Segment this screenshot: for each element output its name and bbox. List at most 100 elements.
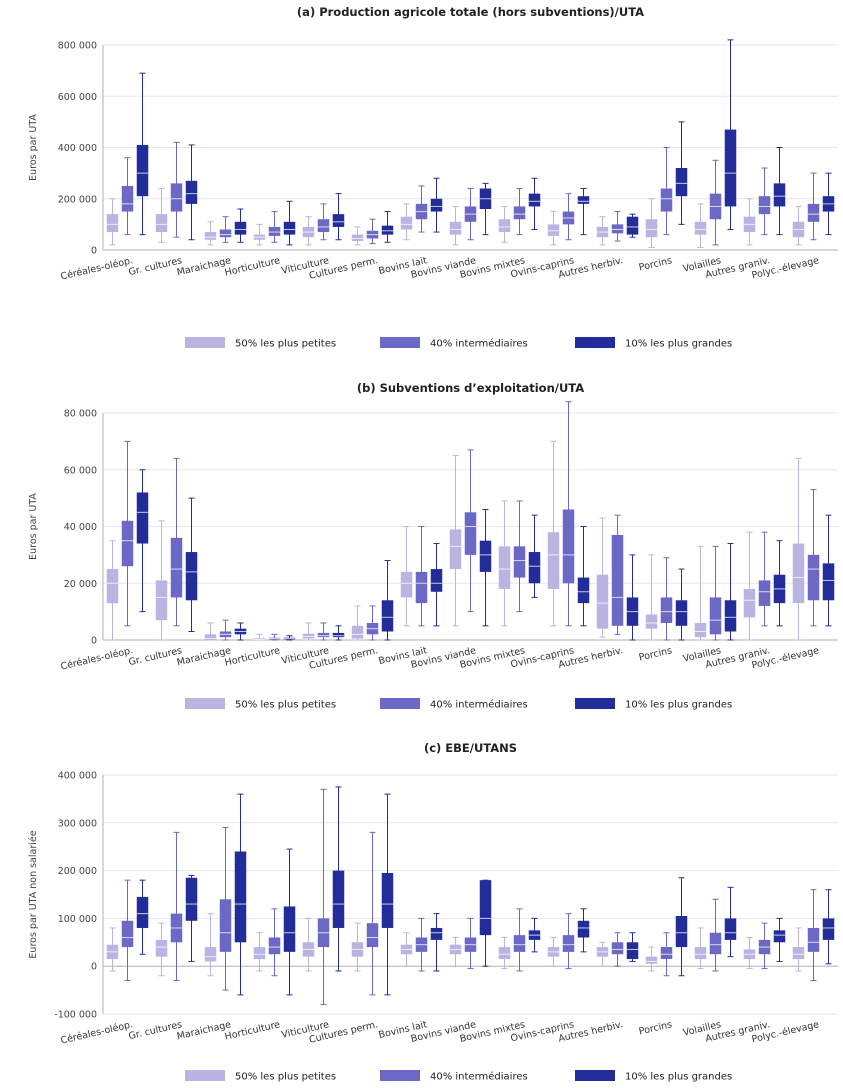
- box-large: [675, 877, 688, 977]
- box-small: [498, 205, 511, 243]
- box-iqr: [170, 537, 183, 598]
- box-large: [234, 208, 247, 243]
- legend-label: 50% les plus petites: [235, 1072, 336, 1083]
- box-iqr: [577, 920, 590, 938]
- legend-label: 40% intermédiaires: [430, 338, 528, 350]
- box-small: [743, 198, 756, 246]
- x-tick-label: Gr. cultures: [128, 255, 184, 278]
- box-iqr: [415, 571, 428, 604]
- box-iqr: [121, 185, 134, 212]
- box-mid: [268, 211, 281, 243]
- box-mid: [268, 908, 281, 977]
- box-large: [626, 213, 639, 238]
- box-iqr: [332, 632, 345, 638]
- legend: 50% les plus petites 40% intermédiaires 10…: [185, 698, 732, 711]
- box-iqr: [758, 196, 771, 215]
- legend-item-large: 10% les plus grandes: [575, 337, 732, 350]
- legend-label: 40% intermédiaires: [430, 1071, 528, 1083]
- legend-swatch: [380, 698, 420, 709]
- box-iqr: [332, 870, 345, 928]
- box-iqr: [758, 580, 771, 606]
- box-mid: [807, 889, 820, 982]
- box-iqr: [773, 183, 786, 207]
- box-iqr: [743, 588, 756, 618]
- legend-label: 10% les plus grandes: [625, 339, 732, 350]
- y-tick-label: 0: [91, 962, 97, 973]
- box-small: [547, 211, 560, 246]
- box-iqr: [773, 930, 786, 943]
- box-iqr: [660, 188, 673, 212]
- box-iqr: [185, 552, 198, 601]
- box-iqr: [268, 226, 281, 236]
- box-small: [694, 203, 707, 248]
- box-small: [400, 526, 413, 627]
- box-iqr: [381, 872, 394, 928]
- box-large: [773, 540, 786, 627]
- box-large: [136, 879, 149, 955]
- box-large: [234, 793, 247, 996]
- box-iqr: [645, 219, 658, 238]
- x-tick-label: Céréales-oléop.: [60, 1019, 135, 1046]
- legend-label: 10% les plus grandes: [625, 700, 732, 711]
- box-small: [498, 500, 511, 627]
- box-iqr: [724, 600, 737, 632]
- box-large: [479, 182, 492, 236]
- box-mid: [464, 917, 477, 970]
- box-iqr: [136, 144, 149, 197]
- y-tick-label: 80 000: [64, 409, 97, 420]
- box-large: [724, 543, 737, 641]
- box-mid: [611, 932, 624, 967]
- box-iqr: [136, 896, 149, 928]
- box-small: [596, 941, 609, 967]
- box-small: [449, 455, 462, 627]
- y-tick-label: 400 000: [58, 771, 97, 782]
- legend-item-mid: 40% intermédiaires: [380, 698, 528, 711]
- box-small: [155, 188, 168, 243]
- y-tick-label: 800 000: [58, 41, 97, 52]
- x-tick-label: Porcins: [638, 645, 673, 663]
- box-mid: [170, 141, 183, 238]
- box-large: [822, 889, 835, 965]
- box-iqr: [513, 935, 526, 952]
- box-iqr: [204, 947, 217, 962]
- x-tick-label: Horticulture: [224, 1019, 282, 1042]
- box-iqr: [106, 214, 119, 233]
- box-iqr: [351, 234, 364, 242]
- box-mid: [268, 633, 281, 641]
- box-mid: [660, 932, 673, 977]
- box-mid: [219, 619, 232, 641]
- box-small: [400, 932, 413, 967]
- box-mid: [513, 500, 526, 613]
- box-large: [528, 177, 541, 230]
- box-iqr: [724, 918, 737, 940]
- box-large: [577, 908, 590, 953]
- box-small: [596, 517, 609, 638]
- box-mid: [415, 526, 428, 627]
- box-small: [351, 605, 364, 641]
- box-iqr: [234, 851, 247, 943]
- x-tick-label: Horticulture: [224, 645, 282, 668]
- box-iqr: [498, 947, 511, 960]
- box-large: [332, 625, 345, 641]
- box-iqr: [317, 219, 330, 233]
- box-small: [400, 203, 413, 241]
- box-iqr: [498, 546, 511, 589]
- box-small: [106, 198, 119, 246]
- box-iqr: [528, 193, 541, 207]
- box-small: [106, 927, 119, 972]
- legend-swatch: [185, 1070, 225, 1081]
- box-mid: [121, 440, 134, 627]
- box-iqr: [430, 569, 443, 592]
- x-tick-label: Porcins: [638, 255, 673, 273]
- box-large: [822, 172, 835, 236]
- box-small: [694, 545, 707, 641]
- box-small: [743, 937, 756, 970]
- box-mid: [807, 489, 820, 627]
- box-iqr: [675, 168, 688, 197]
- box-small: [449, 205, 462, 246]
- box-iqr: [219, 229, 232, 238]
- box-large: [675, 568, 688, 641]
- box-small: [302, 917, 315, 972]
- box-large: [136, 469, 149, 613]
- box-iqr: [611, 942, 624, 955]
